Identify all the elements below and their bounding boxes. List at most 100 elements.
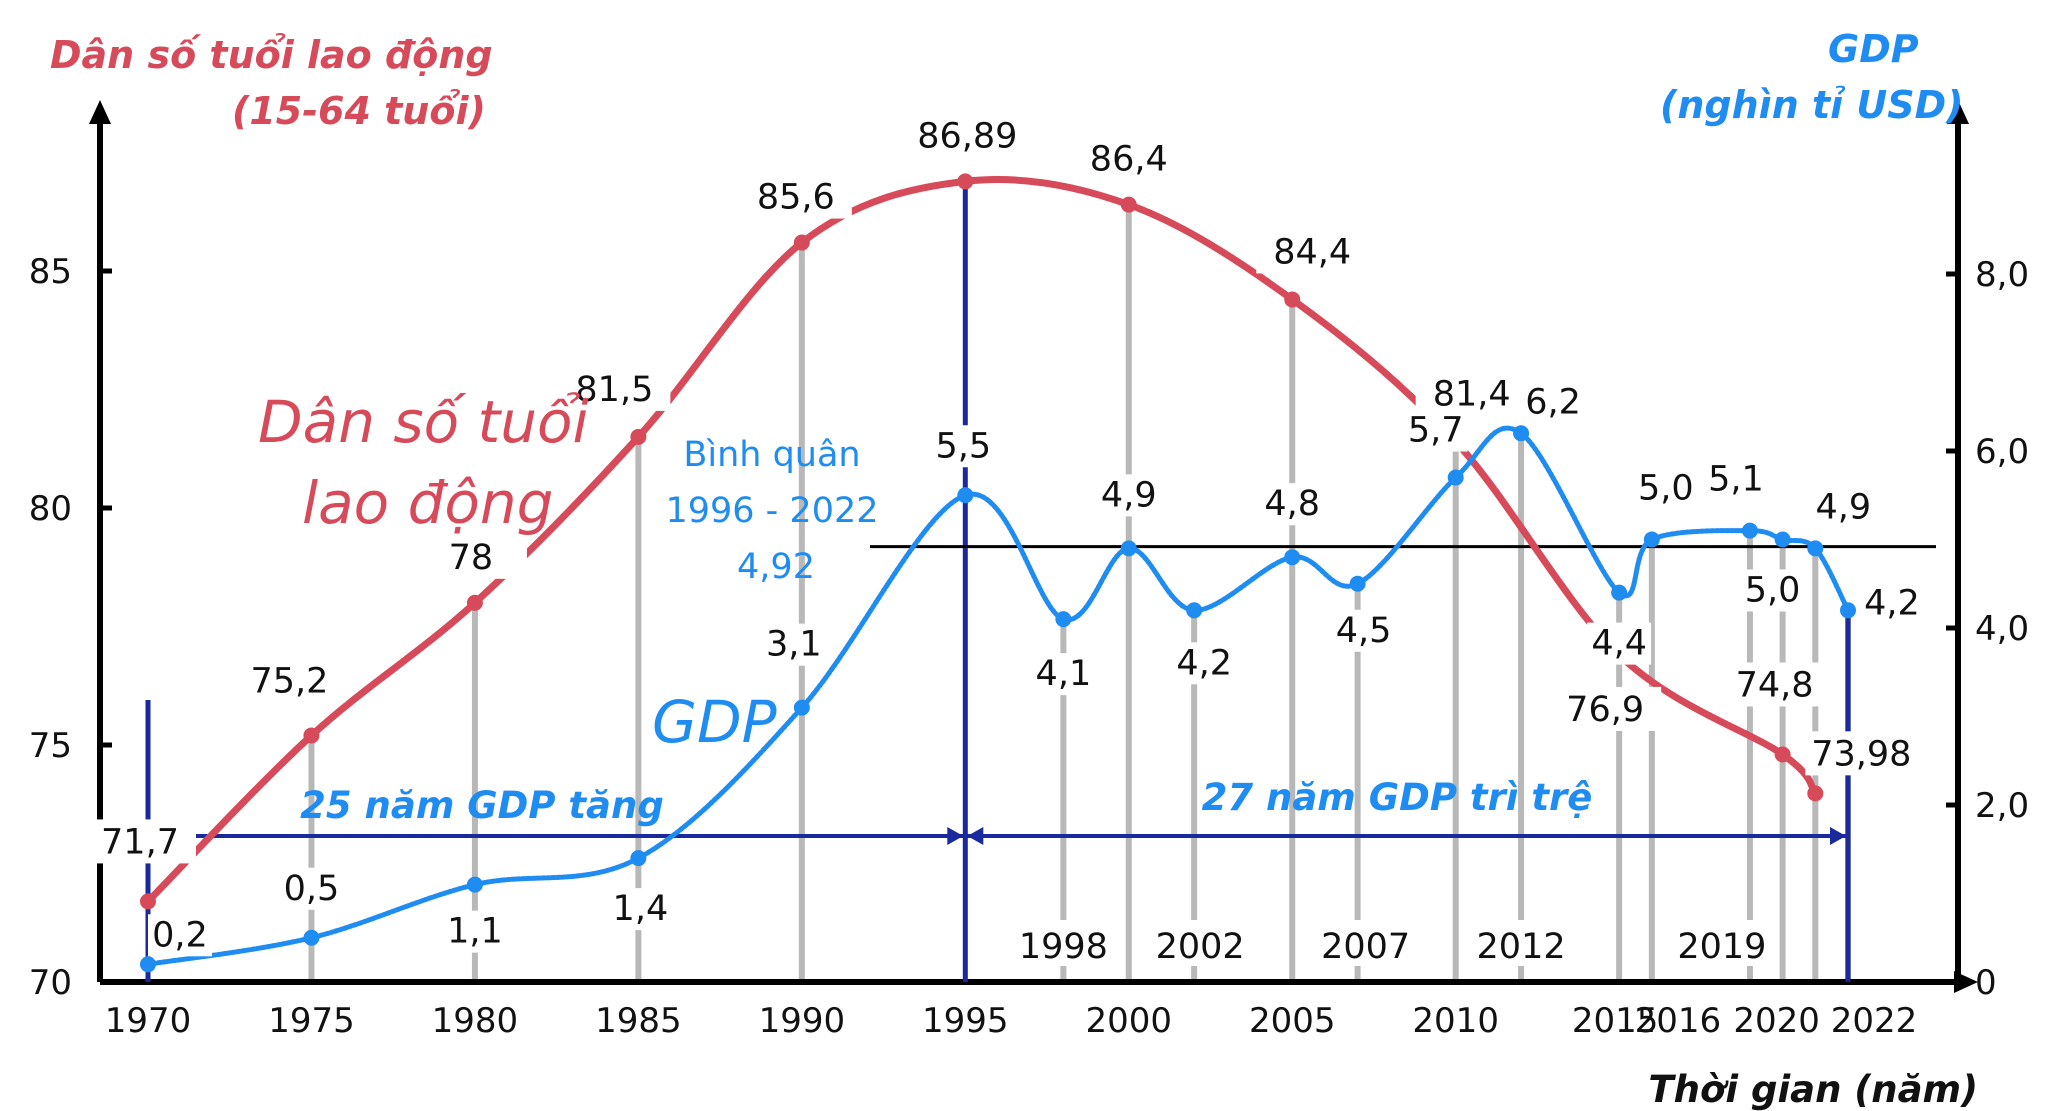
pop-point (1807, 785, 1824, 802)
pop-data-label: 86,89 (917, 116, 1017, 156)
pop-series-label-line2: lao động (302, 469, 553, 537)
gdp-point (1774, 531, 1791, 548)
pop-data-label: 81,4 (1433, 375, 1511, 415)
right-axis-title-line1: GDP (1828, 27, 1919, 71)
pop-point (1774, 746, 1791, 763)
left-axis-arrow (89, 100, 111, 124)
gdp-data-label: 4,8 (1264, 484, 1320, 524)
left-tick-label: 85 (29, 252, 72, 292)
span-growth-arrow-head-right (947, 827, 964, 845)
span-stagnation-arrow-head-left (967, 827, 984, 845)
gdp-label-bg (761, 623, 826, 666)
gdp-label-bg (1633, 467, 1698, 510)
gdp-point (140, 956, 156, 973)
right-tick-label: 8,0 (1975, 255, 2029, 295)
pop-label-bg (1549, 686, 1662, 731)
pop-label-bg (739, 174, 852, 219)
inner-year-label: 2007 (1321, 927, 1410, 967)
gdp-label-bg (1403, 409, 1468, 452)
gdp-label-bg (1740, 569, 1805, 612)
gdp-label-bg (148, 914, 212, 957)
pop-label-bg (911, 113, 1024, 158)
pop-series-label-line1: Dân số tuổi (258, 388, 589, 456)
gdp-point (1055, 611, 1072, 628)
gdp-point (630, 850, 647, 867)
gdp-label-bg (1096, 474, 1161, 517)
gdp-label-bg (1172, 642, 1237, 685)
inner-year-label: 2002 (1156, 927, 1245, 967)
right-axis-title-line2: (nghìn tỉ USD) (1660, 83, 1964, 127)
gdp-point (1284, 549, 1301, 566)
span-stagnation-label: 27 năm GDP trì trệ (1202, 776, 1593, 819)
pop-data-label: 86,4 (1090, 140, 1168, 180)
x-tick-label: 1980 (432, 1001, 519, 1041)
gdp-data-label: 4,5 (1336, 611, 1392, 651)
right-tick-label: 4,0 (1975, 609, 2029, 649)
gdp-data-label: 3,1 (766, 625, 822, 665)
span-growth-label: 25 năm GDP tăng (300, 784, 664, 827)
gdp-point (1643, 531, 1660, 548)
gdp-label-bg (1031, 653, 1096, 696)
left-tick-label: 80 (29, 489, 72, 529)
pop-label-bg (84, 819, 196, 864)
left-axis-title-line2: (15-64 tuổi) (232, 89, 486, 133)
gdp-data-label: 4,9 (1815, 487, 1871, 527)
gdp-label-bg (1331, 609, 1396, 652)
gdp-data-label: 1,4 (613, 889, 669, 929)
pop-data-label: 78 (449, 538, 494, 578)
gdp-data-label: 0,2 (152, 915, 208, 955)
gdp-point (793, 699, 810, 716)
x-axis-arrow (1954, 971, 1978, 993)
x-tick-label: 1975 (268, 1001, 355, 1041)
gdp-label-bg (1521, 381, 1586, 424)
gdp-label-bg (1860, 582, 1924, 625)
gdp-point (1611, 584, 1628, 601)
gdp-data-label: 4,1 (1036, 654, 1092, 694)
pop-label-bg (233, 658, 346, 703)
pop-point (793, 234, 810, 251)
pop-point (303, 727, 320, 744)
gdp-point (1447, 469, 1464, 486)
gdp-label-bg (1703, 458, 1768, 501)
pop-point (1284, 291, 1301, 308)
gdp-point (1349, 575, 1366, 592)
left-tick-label: 70 (29, 963, 72, 1003)
x-tick-label: 1990 (759, 1001, 846, 1041)
gdp-label-bg (1260, 483, 1325, 526)
gdp-point (303, 929, 320, 946)
gdp-data-label: 5,1 (1708, 460, 1764, 500)
gdp-label-bg (442, 910, 507, 953)
gdp-data-label: 5,7 (1408, 411, 1464, 451)
right-axis-arrow (1947, 100, 1969, 124)
gdp-point (1741, 522, 1758, 539)
pop-label-bg (1805, 731, 1918, 776)
gdp-label-bg (931, 425, 996, 468)
x-tick-label: 1970 (105, 1001, 192, 1041)
gdp-point (1513, 425, 1530, 442)
gdp-point (1840, 602, 1856, 619)
x-tick-label: 1985 (595, 1001, 682, 1041)
gdp-data-label: 4,2 (1176, 643, 1232, 683)
average-label-line2: 1996 - 2022 (665, 491, 878, 531)
x-tick-label: 2016 (1635, 1001, 1722, 1041)
axes: 70 75 80 85 0 2,0 4,0 6,0 8,0 1970 1975 1980 1985 199… (29, 100, 2029, 1041)
pop-data-label: 71,7 (101, 822, 179, 862)
pop-label-bg (1072, 136, 1185, 181)
gdp-point (1186, 602, 1203, 619)
x-tick-label: 2022 (1831, 1001, 1918, 1041)
average-label-value: 4,92 (737, 547, 815, 587)
left-tick-label: 75 (29, 726, 72, 766)
x-axis-title: Thời gian (năm) (1648, 1068, 1978, 1111)
inner-year-bg (1471, 920, 1572, 966)
pop-label-bg (1415, 371, 1528, 416)
pop-data-label: 75,2 (250, 662, 328, 702)
x-tick-label: 2015 (1572, 1001, 1659, 1041)
pop-series-line (144, 176, 1819, 905)
pop-point (140, 893, 156, 910)
gdp-point (1120, 540, 1137, 557)
inner-year-label: 2012 (1477, 927, 1566, 967)
series-points (140, 173, 1856, 973)
gdp-data-label: 0,5 (284, 869, 340, 909)
gdp-data-label: 4,4 (1591, 624, 1647, 664)
